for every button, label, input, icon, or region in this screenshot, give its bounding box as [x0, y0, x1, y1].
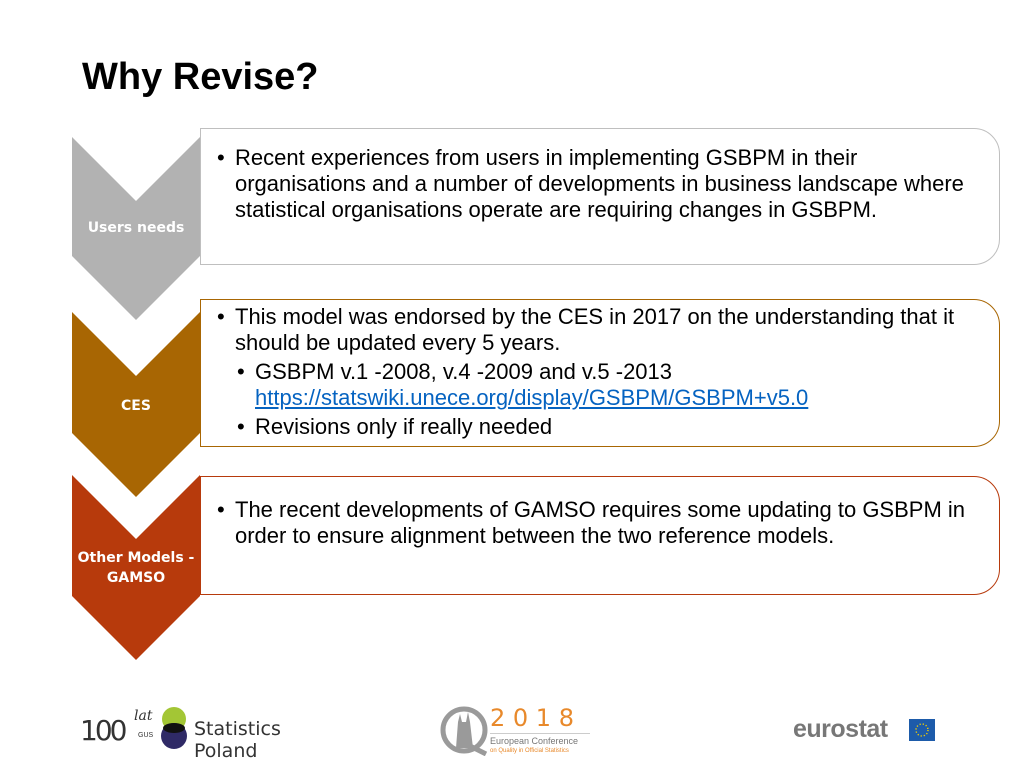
other-models-box: The recent developments of GAMSO require… — [200, 476, 1000, 595]
ces-box: This model was endorsed by the CES in 20… — [200, 299, 1000, 447]
statistics-poland-logo: 100 lat GUS Statistics Poland — [80, 700, 340, 762]
page-title: Why Revise? — [82, 56, 319, 98]
logo-gus: GUS — [138, 732, 154, 739]
bullet: Recent experiences from users in impleme… — [215, 145, 975, 223]
logo-line1: European Conference — [490, 736, 579, 746]
conference-2018-logo: 2 0 1 8 European Conference on Quality i… — [440, 700, 600, 760]
logo-lat: lat — [134, 708, 153, 724]
logo-eurostat-text: eurostat — [793, 715, 888, 743]
users-needs-box: Recent experiences from users in impleme… — [200, 128, 1000, 265]
eu-flag-icon — [909, 719, 935, 741]
sub-bullet: Revisions only if really needed — [235, 414, 975, 440]
chevron-users-needs — [72, 137, 200, 320]
chevron-other-models — [72, 475, 200, 660]
logo-line2: on Quality in Official Statistics — [490, 748, 569, 754]
gsbpm-link[interactable]: https://statswiki.unece.org/display/GSBP… — [255, 385, 809, 410]
chevron-label-ces: CES — [121, 398, 151, 414]
q-cathedral-icon — [440, 706, 488, 756]
sub-bullet: GSBPM v.1 -2008, v.4 -2009 and v.5 -2013… — [235, 359, 975, 411]
chevron-label-users-needs: Users needs — [87, 220, 185, 236]
logo-year: 2 0 1 8 — [490, 704, 574, 732]
logo-name: Statistics Poland — [194, 718, 281, 762]
label-line-2: GAMSO — [106, 570, 166, 586]
sub-bullet-text: GSBPM v.1 -2008, v.4 -2009 and v.5 -2013 — [255, 359, 673, 384]
bullet: This model was endorsed by the CES in 20… — [215, 304, 975, 356]
label-line-1: Other Models - — [77, 550, 195, 566]
eurostat-logo: eurostat — [793, 700, 943, 760]
logo-100: 100 — [80, 714, 127, 747]
gus-circles-icon — [161, 707, 187, 749]
chevron-ces — [72, 312, 200, 497]
bullet: The recent developments of GAMSO require… — [215, 497, 975, 549]
chevron-label-other-models: Other Models - GAMSO — [72, 548, 200, 588]
